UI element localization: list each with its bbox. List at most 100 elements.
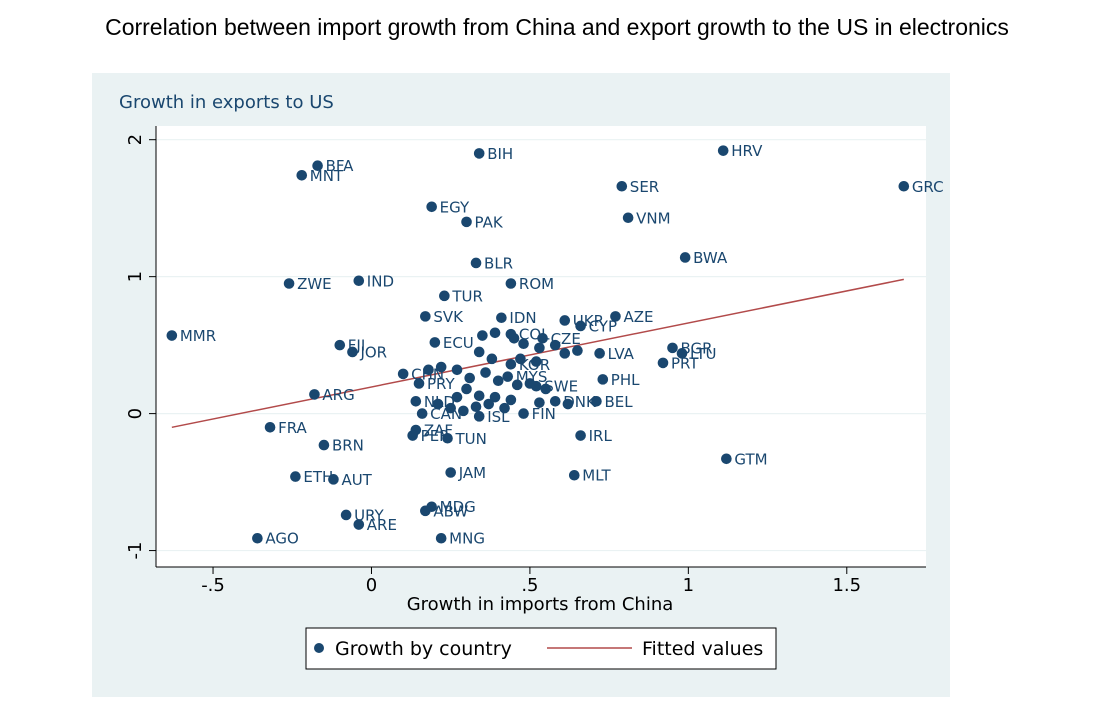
point-label: PER — [421, 427, 450, 445]
point-label: JOR — [359, 343, 387, 361]
data-point — [353, 275, 365, 287]
data-point — [518, 408, 529, 419]
data-point — [464, 372, 476, 384]
data-point — [492, 375, 504, 387]
data-point — [429, 337, 441, 348]
data-point — [426, 201, 437, 213]
data-point — [679, 252, 691, 263]
data-point — [439, 290, 450, 302]
point-label: PRT — [671, 354, 699, 372]
data-point — [622, 212, 634, 224]
point-label: LTU — [690, 345, 716, 363]
data-point — [283, 278, 295, 289]
data-point — [470, 257, 482, 269]
data-point — [502, 371, 514, 382]
point-label: IDN — [509, 309, 536, 327]
point-label: SWE — [544, 378, 578, 396]
data-point — [334, 339, 346, 351]
point-label: FIN — [532, 405, 556, 423]
point-label: PHL — [611, 371, 640, 389]
x-axis-label: Growth in imports from China — [407, 594, 674, 615]
data-point — [473, 411, 485, 422]
legend: Growth by country Fitted values — [305, 627, 777, 670]
legend-label-points: Growth by country — [335, 638, 512, 660]
grid-lines — [156, 139, 926, 552]
data-point — [458, 405, 469, 417]
data-point — [413, 378, 425, 389]
data-point — [559, 348, 571, 359]
data-point — [473, 390, 485, 402]
data-point — [451, 364, 463, 376]
data-point — [340, 509, 352, 521]
data-point — [470, 401, 482, 413]
data-point — [473, 346, 485, 358]
y-axis-label: Growth in exports to US — [119, 92, 334, 113]
point-label: IRL — [589, 427, 613, 445]
point-label: MDG — [440, 498, 476, 516]
data-point — [505, 359, 517, 370]
data-point — [508, 332, 520, 344]
data-point — [721, 453, 732, 465]
data-point — [397, 368, 409, 380]
data-point — [318, 439, 330, 451]
point-label: EGY — [440, 198, 470, 216]
data-point — [435, 532, 447, 544]
point-label: ZWE — [297, 275, 332, 293]
x-axis-ticks: -.5 0 .5 1 1.5 — [201, 567, 861, 596]
fitted-line-layer — [171, 278, 904, 429]
data-point — [432, 398, 444, 410]
point-label: BFA — [326, 157, 355, 175]
point-label: CYP — [589, 317, 617, 335]
data-point — [461, 383, 472, 395]
data-point — [416, 408, 428, 419]
data-point — [347, 346, 358, 358]
point-label: TUN — [455, 430, 487, 448]
data-point — [549, 395, 561, 407]
point-label: URY — [354, 506, 384, 524]
data-point — [353, 519, 365, 530]
point-label: PRY — [427, 375, 456, 393]
y-tick-label: 1 — [125, 271, 146, 282]
data-point — [264, 422, 276, 433]
data-point — [676, 348, 688, 359]
data-point — [572, 345, 583, 356]
data-point — [420, 505, 431, 517]
point-label: FRA — [278, 419, 307, 437]
data-point — [575, 430, 586, 441]
x-tick-label: 0 — [366, 575, 377, 596]
point-label: SVK — [433, 308, 464, 326]
data-point — [505, 394, 517, 406]
point-label: BWA — [693, 249, 728, 267]
data-point — [445, 467, 456, 478]
point-label: GRC — [912, 178, 944, 196]
point-label: TUR — [451, 287, 483, 305]
data-point — [534, 397, 545, 408]
point-label: BGR — [681, 339, 713, 357]
y-tick-label: 2 — [125, 134, 146, 145]
data-point — [309, 389, 320, 400]
data-point — [166, 330, 178, 341]
data-point — [597, 374, 609, 385]
fitted-values-line — [171, 278, 904, 429]
data-point — [489, 391, 501, 403]
point-label: MLT — [582, 467, 611, 485]
chart-title: Correlation between import growth from C… — [105, 14, 1009, 40]
data-point — [515, 353, 526, 365]
legend-label-fit: Fitted values — [642, 638, 763, 660]
point-label: ARG — [322, 386, 354, 404]
point-label: ROM — [519, 275, 554, 293]
point-label: MMR — [180, 327, 216, 345]
point-label: BIH — [487, 145, 513, 163]
data-point — [328, 474, 339, 485]
y-axis-ticks: -1 0 1 2 — [125, 134, 156, 560]
data-point — [549, 339, 561, 351]
data-point — [473, 148, 485, 159]
point-label: JAM — [458, 464, 486, 482]
data-point — [252, 532, 263, 544]
data-point — [505, 278, 517, 289]
data-point — [499, 402, 510, 414]
point-label: HRV — [731, 142, 763, 160]
data-point — [562, 398, 574, 410]
point-label: AZE — [623, 308, 653, 326]
